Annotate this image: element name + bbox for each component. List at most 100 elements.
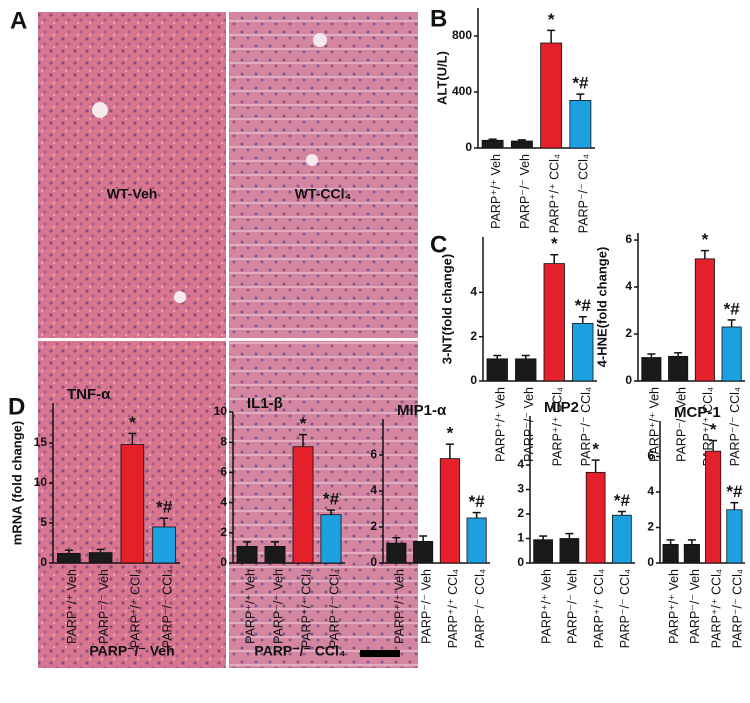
annotation: *# (575, 296, 592, 315)
bar (510, 140, 533, 149)
x-tick-label: PARP⁻/⁻ Veh (688, 569, 702, 644)
x-tick-label: PARP⁻/⁻ CCl₄ (577, 154, 591, 233)
bar (439, 458, 460, 564)
image (38, 12, 226, 338)
y-axis-label: 3-NT(fold change) (439, 254, 454, 365)
annotation: *# (469, 492, 486, 511)
bar (694, 258, 715, 382)
x-tick-label: PARP⁺/⁺ Veh (65, 569, 79, 644)
y-tick-label: 15 (34, 435, 48, 449)
bar (320, 514, 342, 564)
x-tick-label: PARP⁻/⁻ Veh (566, 569, 580, 644)
y-tick-label: 800 (452, 28, 472, 42)
x-tick-label: PARP⁺/⁺ Veh (539, 569, 553, 644)
annotation: * (300, 414, 307, 433)
y-tick-label: 0 (647, 555, 654, 569)
bar (726, 509, 743, 564)
x-tick-label: PARP⁺/⁺ Veh (494, 387, 508, 462)
chart-title: MIP2 (544, 399, 579, 416)
annotation: *# (156, 498, 173, 517)
bar (668, 355, 689, 382)
y-tick-label: 10 (34, 475, 48, 489)
y-tick-label: 5 (40, 515, 47, 529)
x-tick-label: PARP⁻/⁻ Veh (522, 387, 536, 462)
y-tick-label: 4 (517, 457, 524, 471)
image-label: PARP⁻/⁻ Veh (89, 643, 174, 659)
y-tick-label: 4 (625, 279, 632, 293)
annotation: * (447, 424, 454, 443)
x-tick-label: PARP⁺/⁺ CCl₄ (446, 569, 460, 648)
x-tick-label: PARP⁺/⁺ CCl₄ (592, 569, 606, 648)
y-tick-label: 0 (370, 555, 377, 569)
bar (292, 446, 314, 564)
image-label: PARP⁻/⁻ CCl₄ (254, 643, 345, 659)
chart-title: MIP1-α (397, 402, 447, 419)
bar (533, 539, 553, 564)
y-tick-label: 6 (370, 447, 377, 461)
x-tick-label: PARP⁺/⁺ Veh (393, 569, 407, 644)
y-tick-label: 4 (370, 483, 377, 497)
chart-title: IL1-β (247, 395, 283, 412)
y-tick-label: 2 (370, 519, 377, 533)
annotation: *# (724, 299, 741, 318)
vessel (313, 33, 327, 47)
bar (585, 471, 606, 564)
annotation: * (129, 413, 136, 432)
y-tick-label: 6 (625, 232, 632, 246)
annotation: * (551, 234, 558, 253)
image (229, 12, 418, 338)
annotation: *# (614, 491, 631, 510)
y-tick-label: 4 (470, 285, 477, 299)
y-tick-label: 6 (647, 449, 654, 463)
panel-label: D (8, 393, 25, 420)
y-tick-label: 0 (470, 373, 477, 387)
bar (543, 263, 565, 382)
bar (386, 542, 407, 564)
y-axis-label: mRNA (fold change) (9, 421, 24, 545)
bar (662, 543, 679, 564)
bar (559, 538, 580, 564)
bar (466, 517, 487, 564)
y-tick-label: 400 (452, 84, 472, 98)
bar (612, 514, 632, 564)
scale-bar (360, 650, 400, 657)
panel-label: B (430, 5, 447, 32)
x-tick-label: PARP⁺/⁺ CCl₄ (129, 569, 143, 648)
y-tick-label: 2 (470, 329, 477, 343)
x-tick-label: PARP⁻/⁻ CCl₄ (728, 387, 742, 466)
bar (88, 552, 113, 564)
x-tick-label: PARP⁺/⁺ Veh (648, 387, 662, 462)
y-tick-label: 0 (625, 373, 632, 387)
bar (236, 545, 258, 564)
vessel (306, 154, 318, 166)
chart-title: TNF-α (67, 386, 111, 403)
image-label: WT-Veh (107, 186, 158, 202)
bar (641, 357, 662, 382)
bar (572, 322, 594, 382)
annotation: *# (726, 482, 743, 501)
annotation: * (702, 230, 709, 249)
histology: A WT-Veh WT-CCl₄ PARP⁻/⁻ Veh PARP⁻/⁻ CCl… (10, 7, 418, 668)
y-tick-label: 2 (625, 326, 632, 340)
x-tick-label: PARP⁻/⁻ Veh (419, 569, 433, 644)
chart-title: MCP-1 (674, 404, 721, 421)
image (229, 341, 418, 668)
x-tick-label: PARP⁺/⁺ CCl₄ (299, 569, 313, 648)
annotation: * (592, 440, 599, 459)
y-tick-label: 2 (220, 525, 227, 539)
bar (413, 541, 434, 564)
x-tick-label: PARP⁻/⁻ Veh (674, 387, 688, 462)
bar (721, 326, 742, 382)
y-tick-label: 4 (647, 484, 654, 498)
y-tick-label: 4 (220, 495, 227, 509)
x-tick-label: PARP⁺/⁺ CCl₄ (701, 387, 715, 466)
x-tick-label: PARP⁻/⁻ CCl₄ (160, 569, 174, 648)
panel-label: A (10, 7, 27, 34)
x-tick-label: PARP⁺/⁺ CCl₄ (547, 154, 561, 233)
bar (515, 358, 537, 382)
bar (481, 139, 504, 149)
y-tick-label: 2 (517, 506, 524, 520)
image-label: WT-CCl₄ (295, 186, 351, 202)
y-axis-label: ALT(U/L) (434, 51, 449, 105)
x-tick-label: PARP⁻/⁻ CCl₄ (731, 569, 745, 648)
